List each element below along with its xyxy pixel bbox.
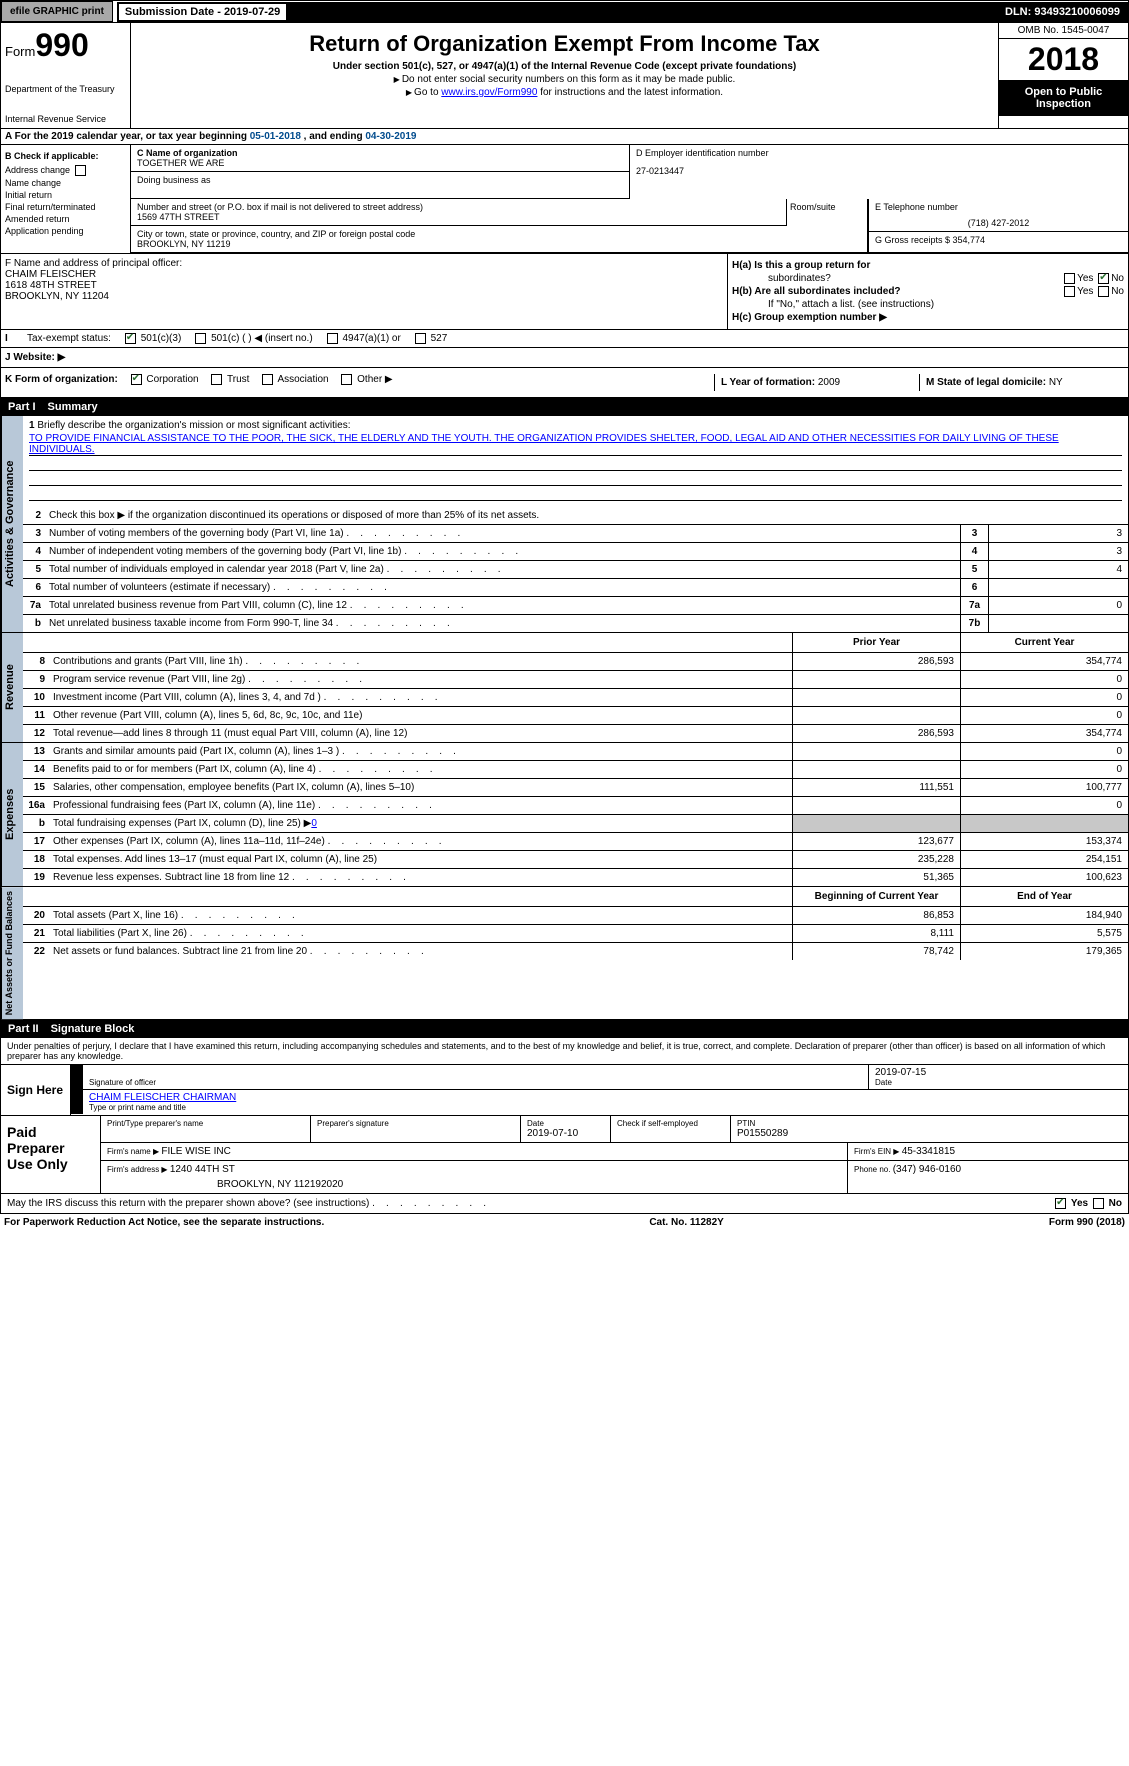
checkbox[interactable] [195,333,206,344]
org-name-cell: C Name of organization TOGETHER WE ARE [131,145,629,172]
part-2-header: Part II Signature Block [0,1020,1129,1038]
checkbox-checked[interactable] [1098,273,1109,284]
signature-block: Under penalties of perjury, I declare th… [0,1038,1129,1116]
checkbox-checked[interactable] [125,333,136,344]
section-bcd: B Check if applicable: Address change Na… [0,145,1129,254]
row-a-period: A For the 2019 calendar year, or tax yea… [0,129,1129,145]
net-assets-section: Net Assets or Fund Balances Beginning of… [0,887,1129,1020]
form-title: Return of Organization Exempt From Incom… [139,31,990,57]
paid-preparer-label: Paid Preparer Use Only [1,1116,101,1193]
tax-year: 2018 [999,39,1128,80]
expenses-section: Expenses 13Grants and similar amounts pa… [0,743,1129,887]
checkbox-checked[interactable] [131,374,142,385]
checkbox-checked[interactable] [1055,1198,1066,1209]
section-fh: F Name and address of principal officer:… [0,254,1129,330]
side-label-expenses: Expenses [1,743,23,886]
omb-number: OMB No. 1545-0047 [999,23,1128,39]
row-k: K Form of organization: Corporation Trus… [0,368,1129,398]
dept-label: Department of the Treasury [5,84,126,94]
checkbox[interactable] [1064,286,1075,297]
checkbox[interactable] [75,165,86,176]
top-bar: efile GRAPHIC print Submission Date - 20… [0,0,1129,23]
city-cell: City or town, state or province, country… [131,226,867,252]
row-j: J Website: ▶ [0,348,1129,368]
state-domicile: M State of legal domicile: NY [919,374,1124,391]
dln: DLN: 93493210006099 [288,2,1128,22]
checkbox[interactable] [341,374,352,385]
irs-label: Internal Revenue Service [5,114,126,124]
checkbox[interactable] [1064,273,1075,284]
arrow-icon [71,1065,83,1089]
checkbox[interactable] [1093,1198,1104,1209]
form-number-block: Form990 Department of the Treasury Inter… [1,23,131,128]
row-i: I Tax-exempt status: 501(c)(3) 501(c) ( … [0,330,1129,348]
footer: For Paperwork Reduction Act Notice, see … [0,1214,1129,1231]
checkbox[interactable] [415,333,426,344]
arrow-icon [71,1090,83,1114]
col-b-checkboxes: B Check if applicable: Address change Na… [1,145,131,253]
sign-here-label: Sign Here [1,1065,71,1115]
col-f: F Name and address of principal officer:… [1,254,728,329]
arrow-icon [394,74,402,85]
col-d: D Employer identification number 27-0213… [630,145,1128,199]
header-title-block: Return of Organization Exempt From Incom… [131,23,998,128]
irs-discuss-row: May the IRS discuss this return with the… [0,1194,1129,1214]
efile-button[interactable]: efile GRAPHIC print [1,1,113,22]
part-1-header: Part I Summary [0,398,1129,416]
col-h: H(a) Is this a group return for subordin… [728,254,1128,329]
submission-date-box: Submission Date - 2019-07-29 [117,2,288,22]
col-c: C Name of organization TOGETHER WE ARE D… [131,145,1128,253]
checkbox[interactable] [211,374,222,385]
year-formation: L Year of formation: 2009 [714,374,919,391]
revenue-section: Revenue Prior YearCurrent Year 8Contribu… [0,633,1129,743]
form-header: Form990 Department of the Treasury Inter… [0,23,1129,129]
mission-block: 1 Briefly describe the organization's mi… [23,416,1128,507]
checkbox[interactable] [262,374,273,385]
dba-cell: Doing business as [131,172,629,199]
street-cell: Number and street (or P.O. box if mail i… [131,199,787,226]
activities-governance-section: Activities & Governance 1 Briefly descri… [0,416,1129,633]
open-public-badge: Open to Public Inspection [999,80,1128,116]
side-label-netassets: Net Assets or Fund Balances [1,887,23,1019]
room-cell: Room/suite [787,199,867,226]
col-e-g: E Telephone number (718) 427-2012 G Gros… [868,199,1128,252]
checkbox[interactable] [327,333,338,344]
side-label-ag: Activities & Governance [1,416,23,632]
header-right: OMB No. 1545-0047 2018 Open to Public In… [998,23,1128,128]
checkbox[interactable] [1098,286,1109,297]
side-label-revenue: Revenue [1,633,23,742]
paid-preparer-block: Paid Preparer Use Only Print/Type prepar… [0,1116,1129,1194]
irs-link[interactable]: www.irs.gov/Form990 [441,87,537,98]
arrow-icon [406,87,414,98]
